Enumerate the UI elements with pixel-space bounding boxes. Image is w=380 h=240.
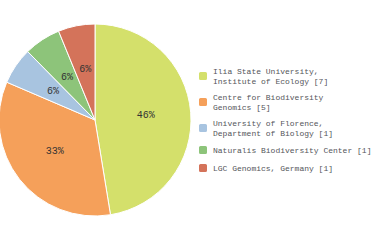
- svg-text:Centre for Biodiversity: Centre for Biodiversity: [213, 93, 324, 102]
- svg-text:6%: 6%: [79, 64, 91, 75]
- svg-text:33%: 33%: [46, 146, 64, 157]
- svg-text:Genomics [5]: Genomics [5]: [213, 103, 271, 112]
- svg-text:6%: 6%: [47, 86, 59, 97]
- svg-text:LGC Genomics, Germany [1]: LGC Genomics, Germany [1]: [213, 164, 333, 173]
- svg-text:46%: 46%: [137, 110, 155, 121]
- svg-text:Department of Biology [1]: Department of Biology [1]: [213, 129, 333, 138]
- svg-text:6%: 6%: [61, 72, 73, 83]
- svg-text:Naturalis Biodiversity Center: Naturalis Biodiversity Center [1]: [213, 146, 371, 155]
- svg-text:University of Florence,: University of Florence,: [213, 119, 323, 128]
- svg-text:Institute of Ecology [7]: Institute of Ecology [7]: [213, 77, 328, 86]
- svg-text:Ilia State University,: Ilia State University,: [213, 67, 319, 76]
